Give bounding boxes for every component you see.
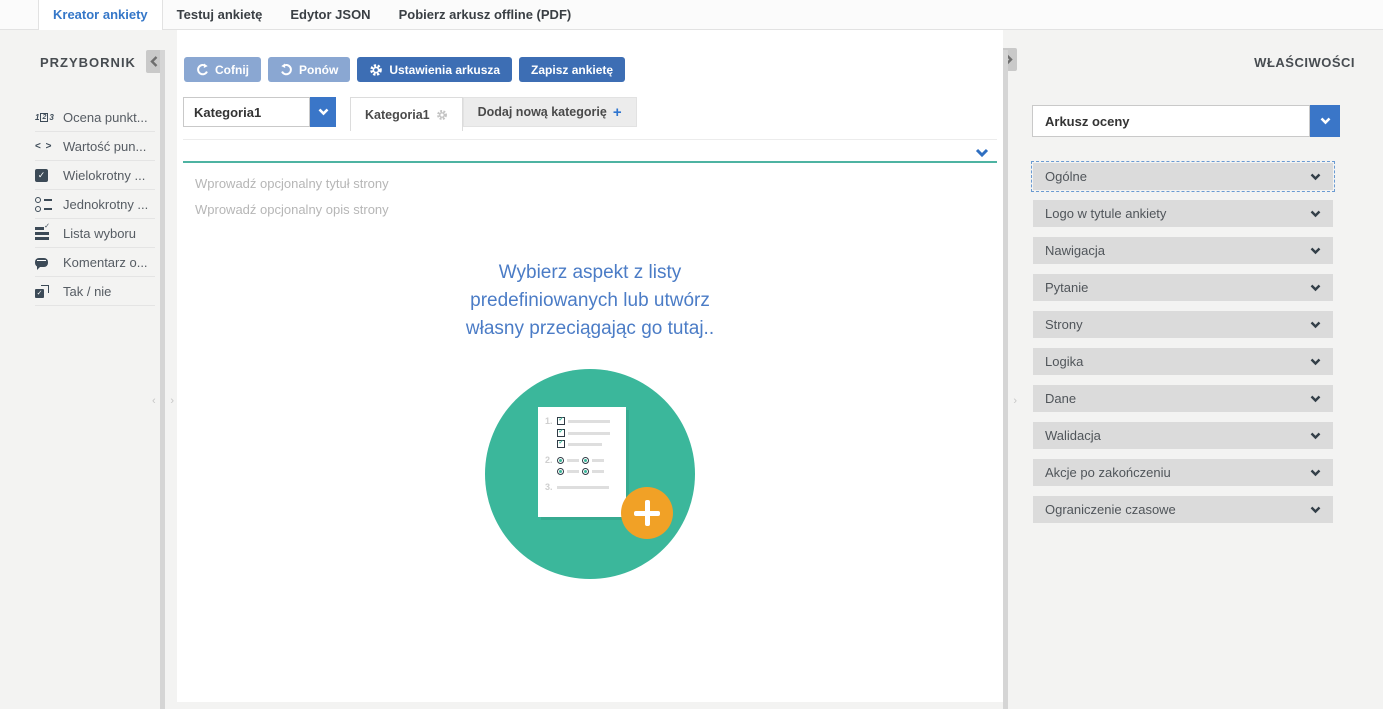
accordion-strony[interactable]: Strony [1033,311,1333,338]
left-splitter-handle[interactable]: ‹ › [152,395,174,407]
dropdown-list-icon: ✓ [35,223,59,240]
question-drop-zone[interactable]: Wybierz aspekt z listy predefiniowanych … [183,259,997,579]
right-splitter[interactable] [1003,50,1008,709]
accordion-nawigacja[interactable]: Nawigacja [1033,237,1333,264]
toolbox-item-value[interactable]: < > Wartość pun... [35,132,155,161]
checkbox-icon: ✓ [35,168,59,182]
category-tabs: Kategoria1 Dodaj nową kategorię + [350,97,637,131]
chevron-down-icon [1310,395,1321,402]
chevron-down-icon [975,148,989,158]
page-description-input[interactable] [195,202,615,217]
chevron-down-icon [1310,284,1321,291]
comment-icon [35,257,59,270]
toolbox-item-label: Komentarz o... [63,254,148,270]
collapse-page-button[interactable] [975,145,989,163]
chevron-down-icon [1310,321,1321,328]
accordion-ograniczenie-czasowe[interactable]: Ograniczenie czasowe [1033,496,1333,523]
add-plus-icon [621,487,673,539]
sheet-settings-button[interactable]: Ustawienia arkusza [357,57,513,82]
toolbox-item-label: Ocena punkt... [63,109,148,125]
boolean-icon: ✓ [35,284,59,298]
category-select[interactable]: Kategoria1 [183,97,336,127]
accordion-walidacja[interactable]: Walidacja [1033,422,1333,449]
drop-hint-text: Wybierz aspekt z listy predefiniowanych … [465,262,715,339]
designer-canvas: Cofnij Ponów Ustawienia arkusza Zapisz a… [177,30,1003,702]
toolbox-item-comment[interactable]: Komentarz o... [35,248,155,277]
accordion-logika[interactable]: Logika [1033,348,1333,375]
properties-title: WŁAŚCIWOŚCI [1254,55,1355,70]
redo-button[interactable]: Ponów [268,57,351,82]
tab-pobierz-pdf[interactable]: Pobierz arkusz offline (PDF) [398,7,572,22]
toolbox-item-radiogroup[interactable]: Jednokrotny ... [35,190,155,219]
value-icon: < > [35,140,53,152]
toolbox-title: PRZYBORNIK [40,55,136,70]
chevron-down-icon [1310,432,1321,439]
tab-kreator-ankiety[interactable]: Kreator ankiety [38,0,163,30]
category-row: Kategoria1 Kategoria1 Dodaj nową kategor… [183,97,997,131]
designer-toolbar: Cofnij Ponów Ustawienia arkusza Zapisz a… [184,57,997,82]
category-select-button[interactable] [310,97,336,127]
chevron-down-icon [1310,358,1321,365]
toolbox-item-label: Wartość pun... [63,138,147,154]
top-tab-bar: Kreator ankiety Testuj ankietę Edytor JS… [0,0,1383,30]
chevron-down-icon [1310,247,1321,254]
chevron-down-icon [1310,469,1321,476]
chevron-down-icon [318,108,328,116]
toolbox-item-checkbox[interactable]: ✓ Wielokrotny ... [35,161,155,190]
gear-icon [436,109,447,120]
page-header [183,140,997,163]
chevron-down-icon [1310,173,1321,180]
left-splitter[interactable] [160,50,165,709]
gear-icon [370,63,383,76]
properties-select-button[interactable] [1310,105,1340,137]
page-title-input[interactable] [195,176,615,191]
properties-select-value: Arkusz oceny [1032,105,1310,137]
toolbox-item-label: Lista wyboru [63,225,136,241]
toolbox-item-dropdown[interactable]: ✓ Lista wyboru [35,219,155,248]
plus-icon: + [612,103,622,121]
category-select-value: Kategoria1 [183,97,310,127]
accordion-akcje-po-zakonczeniu[interactable]: Akcje po zakończeniu [1033,459,1333,486]
accordion-ogolne[interactable]: Ogólne [1031,161,1335,192]
tab-edytor-json[interactable]: Edytor JSON [290,7,371,22]
undo-button[interactable]: Cofnij [184,57,261,82]
radiogroup-icon [35,196,59,212]
tab-testuj-ankiete[interactable]: Testuj ankietę [176,7,263,22]
category-tab-kategoria1[interactable]: Kategoria1 [350,97,463,131]
properties-accordion: Ogólne Logo w tytule ankiety Nawigacja P… [1031,161,1335,533]
empty-survey-illustration: 1. ✔ ✔ ✔ 2. [485,369,695,579]
chevron-right-icon [1005,54,1013,65]
page-editor-panel: Wybierz aspekt z listy predefiniowanych … [183,139,997,579]
collapse-toolbox-button[interactable] [146,50,162,73]
accordion-pytanie[interactable]: Pytanie [1033,274,1333,301]
toolbox-item-boolean[interactable]: ✓ Tak / nie [35,277,155,306]
accordion-logo-w-tytule-ankiety[interactable]: Logo w tytule ankiety [1033,200,1333,227]
chevron-down-icon [1310,210,1321,217]
toolbox-item-label: Jednokrotny ... [63,196,149,212]
toolbox-item-label: Tak / nie [63,283,112,299]
save-survey-button[interactable]: Zapisz ankietę [519,57,626,82]
redo-icon [281,63,292,76]
chevron-left-icon [150,56,158,67]
add-category-tab[interactable]: Dodaj nową kategorię + [462,97,637,127]
toolbox-item-label: Wielokrotny ... [63,167,146,183]
properties-object-select[interactable]: Arkusz oceny [1032,105,1340,137]
accordion-dane[interactable]: Dane [1033,385,1333,412]
chevron-down-icon [1310,506,1321,513]
survey-sheet-graphic: 1. ✔ ✔ ✔ 2. [538,407,626,517]
chevron-down-icon [1320,117,1330,125]
undo-icon [197,63,208,76]
